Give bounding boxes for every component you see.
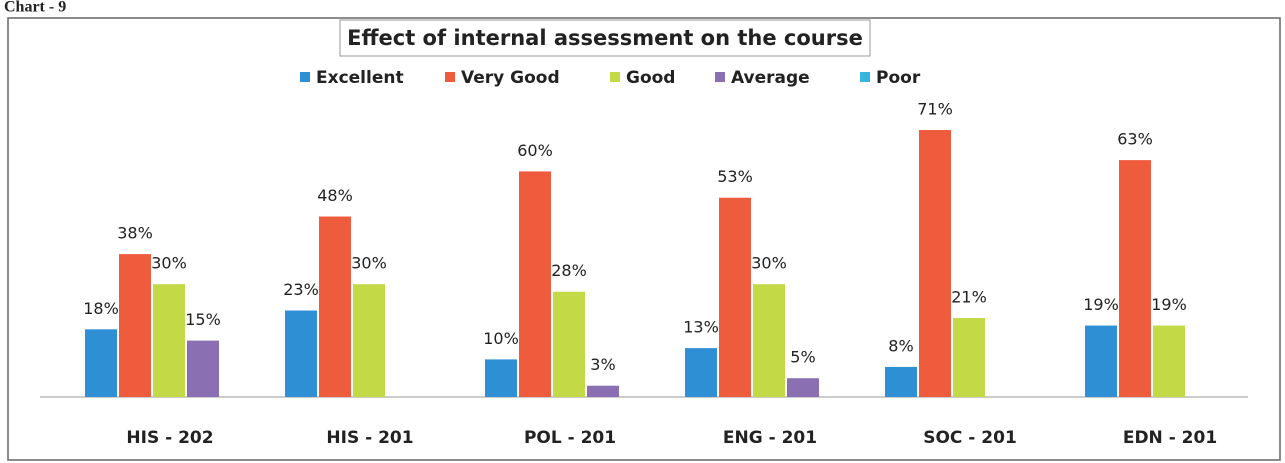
bar	[553, 291, 585, 397]
data-label: 71%	[917, 100, 953, 119]
bar	[1085, 325, 1117, 397]
x-tick-label: HIS - 201	[326, 428, 413, 448]
bar	[953, 318, 985, 397]
chart-label: Chart - 9	[4, 0, 66, 16]
bar	[85, 329, 117, 397]
legend-swatch	[445, 72, 455, 82]
x-tick-label: SOC - 201	[923, 428, 1017, 448]
data-label: 23%	[283, 280, 319, 299]
data-label: 15%	[185, 310, 221, 329]
bar	[285, 310, 317, 397]
bar	[519, 171, 551, 397]
bar	[685, 348, 717, 397]
legend-swatch	[715, 72, 725, 82]
data-label: 21%	[951, 288, 987, 307]
x-tick-label: EDN - 201	[1123, 428, 1217, 448]
data-label: 8%	[888, 336, 913, 355]
x-tick-label: ENG - 201	[723, 428, 817, 448]
data-label: 38%	[117, 224, 153, 243]
data-label: 63%	[1117, 130, 1153, 149]
data-label: 10%	[483, 329, 519, 348]
bar	[187, 340, 219, 397]
x-tick-label: POL - 201	[524, 428, 616, 448]
data-label: 30%	[151, 254, 187, 273]
legend-label: Good	[626, 68, 675, 88]
bar	[787, 378, 819, 397]
bar	[753, 284, 785, 397]
data-label: 5%	[790, 348, 815, 367]
bar	[485, 359, 517, 397]
chart-title: Effect of internal assessment on the cou…	[347, 26, 863, 50]
bar	[919, 130, 951, 398]
data-label: 19%	[1151, 295, 1187, 314]
data-label: 18%	[83, 299, 119, 318]
data-label: 60%	[517, 141, 553, 160]
data-label: 53%	[717, 167, 753, 186]
bar	[1119, 160, 1151, 397]
legend-label: Very Good	[461, 68, 560, 88]
data-label: 28%	[551, 261, 587, 280]
legend-label: Average	[731, 68, 810, 88]
data-label: 30%	[751, 254, 787, 273]
bar	[885, 366, 917, 397]
chart-frame	[7, 17, 1281, 461]
bar	[587, 385, 619, 397]
legend-swatch	[610, 72, 620, 82]
legend-label: Poor	[876, 68, 921, 88]
bar	[319, 216, 351, 397]
legend-label: Excellent	[316, 68, 404, 88]
bar	[353, 284, 385, 397]
bar	[153, 284, 185, 397]
bar	[119, 254, 151, 397]
data-label: 48%	[317, 186, 353, 205]
data-label: 3%	[590, 355, 615, 374]
data-label: 19%	[1083, 295, 1119, 314]
data-label: 30%	[351, 254, 387, 273]
legend-swatch	[860, 72, 870, 82]
legend-swatch	[300, 72, 310, 82]
data-label: 13%	[683, 318, 719, 337]
x-tick-label: HIS - 202	[126, 428, 213, 448]
bar	[719, 197, 751, 397]
title-box	[339, 19, 871, 57]
bar	[1153, 325, 1185, 397]
